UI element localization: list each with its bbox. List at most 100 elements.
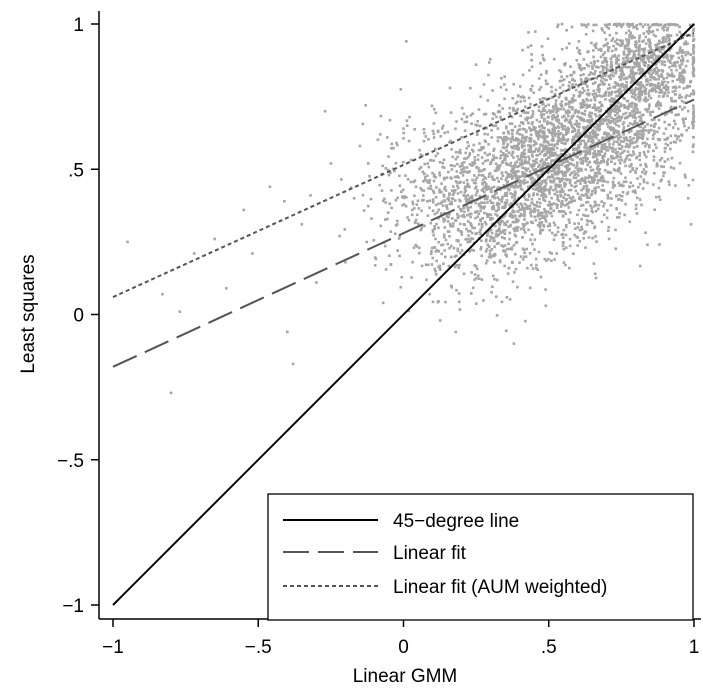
scatter-point [561,115,564,119]
scatter-point [479,232,482,236]
scatter-point [574,172,578,175]
scatter-point [541,228,545,232]
scatter-point [529,145,533,149]
scatter-point [530,263,533,267]
scatter-point [431,228,435,232]
scatter-point [618,116,621,119]
scatter-point [595,162,598,165]
scatter-point [521,95,524,98]
scatter-point [608,91,611,94]
scatter-point [544,218,547,221]
scatter-point [462,272,466,276]
scatter-point [600,188,603,192]
scatter-point [692,107,695,110]
scatter-point [323,109,327,113]
scatter-point [665,34,669,38]
scatter-point [570,158,573,161]
scatter-point [574,181,577,184]
scatter-point [510,202,513,205]
scatter-point [567,128,570,131]
scatter-point [580,188,583,192]
scatter-point [541,53,544,57]
scatter-point [678,48,682,52]
scatter-point [402,203,406,206]
scatter-point [580,139,583,142]
scatter-point [584,157,588,160]
scatter-point [542,57,545,60]
scatter-point [571,140,575,143]
scatter-point [559,184,562,187]
scatter-point [590,135,593,139]
scatter-point [519,184,523,188]
scatter-point [543,117,546,121]
scatter-point [623,65,626,68]
scatter-point [634,45,638,49]
scatter-point [578,122,581,126]
scatter-point [561,236,565,239]
scatter-point [475,176,479,179]
scatter-point [505,247,509,251]
scatter-point [517,142,520,145]
scatter-point [625,38,628,41]
scatter-point [422,139,426,143]
scatter-point [663,23,667,27]
scatter-point [616,104,619,107]
scatter-point [603,202,606,205]
scatter-point [683,124,686,128]
scatter-point [598,172,602,175]
x-tick-label: −1 [102,637,124,658]
scatter-point [630,49,633,53]
scatter-point [588,174,591,178]
scatter-point [550,131,554,134]
scatter-point [577,135,581,138]
scatter-point [449,176,452,179]
scatter-point [680,58,683,62]
scatter-point [389,230,393,233]
scatter-point [547,115,550,119]
scatter-point [522,155,526,159]
scatter-point [551,159,554,162]
scatter-point [638,154,641,157]
scatter-point [562,247,566,251]
scatter-point [453,265,457,269]
scatter-point [594,173,597,176]
scatter-point [653,143,657,146]
scatter-point [692,136,695,139]
scatter-point [420,264,424,268]
scatter-point [639,56,642,59]
scatter-point [512,83,515,86]
scatter-point [380,189,384,192]
scatter-point [367,204,370,208]
scatter-point [581,98,585,102]
scatter-point [682,121,686,125]
scatter-point [476,189,479,192]
scatter-point [446,212,450,216]
scatter-point [587,188,590,192]
scatter-point [551,136,555,139]
scatter-point [487,175,491,178]
scatter-point [621,82,624,86]
scatter-point [446,220,450,223]
scatter-point [578,52,582,56]
scatter-point [586,151,590,155]
scatter-point [500,300,504,304]
scatter-point [551,175,554,178]
scatter-point [615,38,619,41]
scatter-point [602,44,606,48]
scatter-point [586,78,590,81]
scatter-point [585,146,589,150]
scatter-point [550,109,553,113]
scatter-point [596,144,599,148]
scatter-point [578,145,581,149]
scatter-point [650,128,653,132]
scatter-point [593,43,596,47]
scatter-point [607,139,610,143]
scatter-point [544,185,547,188]
scatter-point [439,202,443,205]
scatter-point [479,219,482,223]
scatter-point [681,117,685,121]
scatter-point [499,154,503,157]
scatter-point [490,201,493,204]
scatter-point [663,160,667,163]
scatter-point [655,195,658,199]
